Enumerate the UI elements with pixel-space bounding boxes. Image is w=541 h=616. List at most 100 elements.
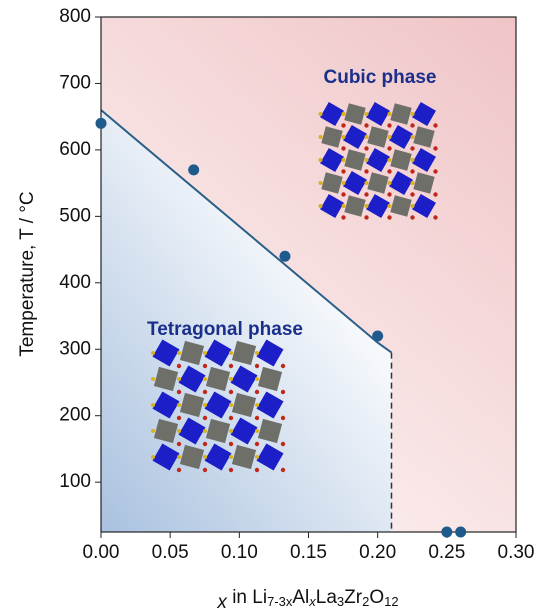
atom [341,181,346,185]
polyhedron [230,417,258,445]
polyhedron [231,444,257,470]
polyhedron [179,392,205,418]
data-point [372,330,384,342]
atom [151,351,155,355]
atom [228,415,234,421]
atom [410,192,415,197]
atom [203,429,207,433]
atom [433,215,438,220]
x-tick-label: 0.25 [428,542,465,563]
polyhedron [343,125,367,149]
atom [255,429,259,433]
polyhedron [320,102,344,126]
x-label-part: 2 [362,594,369,609]
atom [387,135,392,139]
data-point [441,526,453,538]
atom [341,215,346,220]
polyhedron [344,195,366,217]
atom [255,377,259,381]
atom [229,377,233,381]
atom [364,135,369,139]
atom [202,467,208,473]
polyhedron [152,391,180,419]
atom [318,204,323,208]
polyhedron [367,126,389,148]
atom [228,389,234,395]
x-label-part: x [308,594,316,609]
y-tick-label: 200 [59,405,91,426]
atom [177,377,181,381]
atom [433,169,438,174]
polyhedron [204,443,232,471]
atom [202,441,208,447]
atom [151,377,155,381]
polyhedron [413,172,435,194]
atom [364,123,369,128]
atom [202,415,208,421]
atom [410,158,415,162]
atom [410,204,415,208]
polyhedron [179,444,205,470]
atom [387,112,392,116]
polyhedron [179,340,205,366]
atom [433,123,438,128]
atom [176,415,182,421]
polyhedron [366,148,390,172]
y-tick-label: 800 [59,6,91,27]
y-tick-label: 600 [59,139,91,160]
atom [177,351,181,355]
polyhedron [256,391,284,419]
atom [229,429,233,433]
atom [254,415,260,421]
atom [254,441,260,447]
atom [341,192,346,197]
polyhedron [390,149,412,171]
atom [341,123,346,128]
data-point [279,250,291,262]
polyhedron [344,149,366,171]
polyhedron [413,126,435,148]
polyhedron [204,339,232,367]
data-point [455,526,467,538]
atom [176,467,182,473]
y-tick-label: 500 [59,205,91,226]
x-label-part: Al [292,587,309,608]
polyhedron [256,339,284,367]
x-label-part: O [369,587,384,608]
polyhedron [366,194,390,218]
atom [364,181,369,185]
atom [318,158,323,162]
polyhedron [230,365,258,393]
polyhedron [204,391,232,419]
polyhedron [153,366,179,392]
atom [341,112,346,116]
atom [280,415,286,421]
polyhedron [178,417,206,445]
atom [364,215,369,220]
atom [387,204,392,208]
atom [177,403,181,407]
polyhedron [205,366,231,392]
atom [151,455,155,459]
polyhedron [152,443,180,471]
atom [341,158,346,162]
x-label-part: 7-3x [267,594,293,609]
atom [410,146,415,151]
atom [255,455,259,459]
atom [203,403,207,407]
polyhedron [178,365,206,393]
atom [228,467,234,473]
polyhedron [152,339,180,367]
atom [177,429,181,433]
atom [433,192,438,197]
atom [387,192,392,197]
polyhedron [320,148,344,172]
polyhedron [231,340,257,366]
atom [176,363,182,369]
polyhedron [389,125,413,149]
polyhedron [256,443,284,471]
atom [202,363,208,369]
x-label-part: Zr [344,587,363,608]
polyhedron [153,418,179,444]
